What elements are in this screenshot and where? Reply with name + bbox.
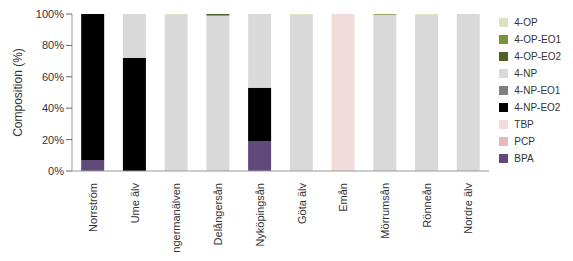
html-text:TBP: TBP [514,119,534,130]
html-text:4-NP: 4-NP [514,68,538,79]
svg-text:Mörrumsån: Mörrumsån [379,183,391,239]
svg-text:Nyköpingsån: Nyköpingsån [254,183,266,247]
html-text:BPA: BPA [514,153,534,164]
html-text:4-NP-EO1: 4-NP-EO1 [514,85,561,96]
svg-text:20%: 20% [42,134,64,146]
svg-text:Norrström: Norrström [87,183,99,232]
html-text:4-OP-EO1: 4-OP-EO1 [514,34,561,45]
svg-text:40%: 40% [42,102,64,114]
html-text:4-OP-EO2: 4-OP-EO2 [514,51,561,62]
svg-text:Composition (%): Composition (%) [11,48,25,137]
svg-text:60%: 60% [42,71,64,83]
html-text:4-NP-EO2: 4-NP-EO2 [514,102,561,113]
svg-text:0%: 0% [48,165,64,177]
html-text:4-OP: 4-OP [514,17,538,28]
svg-text:Ångermanälven: Ångermanälven [170,183,182,253]
svg-text:Rönneån: Rönneån [421,183,433,228]
svg-text:Ume älv: Ume älv [129,183,141,224]
svg-text:Göta älv: Göta älv [296,183,308,224]
svg-text:Nordre älv: Nordre älv [462,183,474,234]
html-text:PCP: PCP [514,136,535,147]
svg-text:Emån: Emån [337,183,349,212]
svg-text:100%: 100% [36,8,64,20]
svg-text:80%: 80% [42,39,64,51]
svg-text:Delångersån: Delångersån [212,183,224,245]
